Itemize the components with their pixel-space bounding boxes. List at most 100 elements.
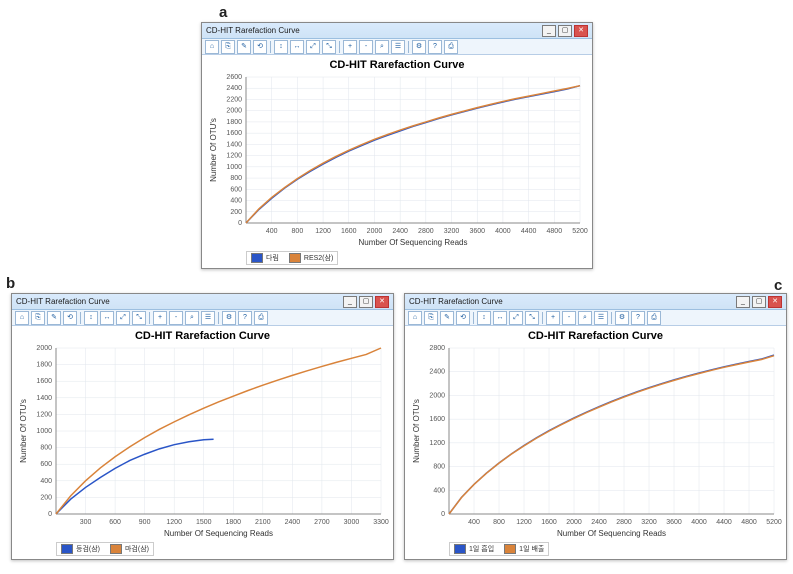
toolbar-button[interactable]: ⤡ bbox=[525, 311, 539, 325]
toolbar-button[interactable]: ⤢ bbox=[509, 311, 523, 325]
window-controls: _▢✕ bbox=[736, 296, 782, 308]
xtick-label: 4000 bbox=[495, 228, 511, 235]
toolbar-button[interactable]: ☰ bbox=[391, 40, 405, 54]
toolbar-button[interactable]: ⟲ bbox=[456, 311, 470, 325]
toolbar-button[interactable]: ↔ bbox=[493, 311, 507, 325]
toolbar-button[interactable]: ↔ bbox=[100, 311, 114, 325]
maximize-button[interactable]: ▢ bbox=[752, 296, 766, 308]
toolbar-button[interactable]: - bbox=[169, 311, 183, 325]
toolbar-button[interactable]: ⌕ bbox=[185, 311, 199, 325]
xtick-label: 1600 bbox=[341, 228, 357, 235]
legend-swatch bbox=[61, 544, 73, 554]
toolbar-button[interactable]: ✎ bbox=[237, 40, 251, 54]
window-controls: _▢✕ bbox=[542, 25, 588, 37]
window-controls: _▢✕ bbox=[343, 296, 389, 308]
toolbar-separator bbox=[408, 41, 409, 53]
toolbar-button[interactable]: ✎ bbox=[440, 311, 454, 325]
xtick-label: 2400 bbox=[392, 228, 408, 235]
minimize-button[interactable]: _ bbox=[736, 296, 750, 308]
minimize-button[interactable]: _ bbox=[542, 25, 556, 37]
xtick-label: 1200 bbox=[516, 519, 532, 526]
toolbar-button[interactable]: ⎙ bbox=[647, 311, 661, 325]
xtick-label: 1600 bbox=[541, 519, 557, 526]
xtick-label: 1200 bbox=[315, 228, 331, 235]
toolbar-button[interactable]: ⤢ bbox=[116, 311, 130, 325]
ytick-label: 2400 bbox=[226, 85, 242, 92]
xtick-label: 800 bbox=[493, 519, 505, 526]
toolbar-button[interactable]: ⟲ bbox=[63, 311, 77, 325]
toolbar-button[interactable]: ⚙ bbox=[222, 311, 236, 325]
ytick-label: 2000 bbox=[429, 392, 445, 399]
ytick-label: 1000 bbox=[226, 164, 242, 171]
maximize-button[interactable]: ▢ bbox=[558, 25, 572, 37]
series-line bbox=[246, 86, 580, 223]
ytick-label: 800 bbox=[40, 445, 52, 452]
close-button[interactable]: ✕ bbox=[768, 296, 782, 308]
toolbar-button[interactable]: - bbox=[359, 40, 373, 54]
close-button[interactable]: ✕ bbox=[375, 296, 389, 308]
legend-item: 마검(삼) bbox=[110, 544, 149, 554]
xtick-label: 2800 bbox=[418, 228, 434, 235]
xtick-label: 400 bbox=[468, 519, 480, 526]
legend-item: 1일 배출 bbox=[504, 544, 544, 554]
toolbar-button[interactable]: ⎘ bbox=[31, 311, 45, 325]
toolbar-button[interactable]: ⎙ bbox=[254, 311, 268, 325]
toolbar-button[interactable]: + bbox=[546, 311, 560, 325]
xtick-label: 5200 bbox=[572, 228, 588, 235]
toolbar-separator bbox=[80, 312, 81, 324]
legend-item: RES2(삼) bbox=[289, 253, 333, 263]
xtick-label: 2000 bbox=[566, 519, 582, 526]
maximize-button[interactable]: ▢ bbox=[359, 296, 373, 308]
toolbar-button[interactable]: ☰ bbox=[594, 311, 608, 325]
xtick-label: 2100 bbox=[255, 519, 271, 526]
toolbar-button[interactable]: ☰ bbox=[201, 311, 215, 325]
xtick-label: 400 bbox=[266, 228, 278, 235]
toolbar-button[interactable]: + bbox=[343, 40, 357, 54]
xtick-label: 300 bbox=[80, 519, 92, 526]
toolbar-button[interactable]: ? bbox=[631, 311, 645, 325]
ytick-label: 800 bbox=[433, 464, 445, 471]
toolbar-button[interactable]: ↕ bbox=[477, 311, 491, 325]
toolbar-button[interactable]: ⎙ bbox=[444, 40, 458, 54]
toolbar-button[interactable]: ↕ bbox=[84, 311, 98, 325]
xtick-label: 2000 bbox=[367, 228, 383, 235]
toolbar-button[interactable]: ⎘ bbox=[424, 311, 438, 325]
ytick-label: 400 bbox=[230, 198, 242, 205]
toolbar-button[interactable]: ⤢ bbox=[306, 40, 320, 54]
xtick-label: 900 bbox=[139, 519, 151, 526]
toolbar-button[interactable]: ⎘ bbox=[221, 40, 235, 54]
toolbar-button[interactable]: - bbox=[562, 311, 576, 325]
toolbar-button[interactable]: ⤡ bbox=[322, 40, 336, 54]
toolbar-button[interactable]: ⌂ bbox=[205, 40, 219, 54]
toolbar: ⌂⎘✎⟲ ↕↔⤢⤡ +-⌕☰ ⚙?⎙ bbox=[405, 310, 786, 326]
toolbar-button[interactable]: ↕ bbox=[274, 40, 288, 54]
toolbar-button[interactable]: ⟲ bbox=[253, 40, 267, 54]
toolbar-separator bbox=[473, 312, 474, 324]
toolbar-button[interactable]: ? bbox=[238, 311, 252, 325]
xtick-label: 4800 bbox=[741, 519, 757, 526]
toolbar-button[interactable]: ⚙ bbox=[412, 40, 426, 54]
app-window-c: CD-HIT Rarefaction Curve_▢✕⌂⎘✎⟲↕↔⤢⤡+-⌕☰⚙… bbox=[404, 293, 787, 560]
toolbar-button[interactable]: ⌂ bbox=[15, 311, 29, 325]
legend-swatch bbox=[110, 544, 122, 554]
toolbar-button[interactable]: ⚙ bbox=[615, 311, 629, 325]
toolbar-button[interactable]: ⌕ bbox=[578, 311, 592, 325]
ytick-label: 400 bbox=[433, 487, 445, 494]
ytick-label: 200 bbox=[40, 494, 52, 501]
xtick-label: 3200 bbox=[444, 228, 460, 235]
xtick-label: 3200 bbox=[641, 519, 657, 526]
toolbar-button[interactable]: ⌕ bbox=[375, 40, 389, 54]
toolbar-button[interactable]: ✎ bbox=[47, 311, 61, 325]
toolbar-button[interactable]: ⌂ bbox=[408, 311, 422, 325]
minimize-button[interactable]: _ bbox=[343, 296, 357, 308]
toolbar-button[interactable]: ↔ bbox=[290, 40, 304, 54]
xtick-label: 2400 bbox=[591, 519, 607, 526]
toolbar-button[interactable]: ⤡ bbox=[132, 311, 146, 325]
toolbar-separator bbox=[542, 312, 543, 324]
toolbar-button[interactable]: + bbox=[153, 311, 167, 325]
close-button[interactable]: ✕ bbox=[574, 25, 588, 37]
xtick-label: 2700 bbox=[314, 519, 330, 526]
app-window-b: CD-HIT Rarefaction Curve _▢✕ ⌂⎘✎⟲ ↕↔⤢⤡ +-⌕☰ ⚙… bbox=[11, 293, 394, 560]
toolbar-button[interactable]: ? bbox=[428, 40, 442, 54]
chart-title: CD-HIT Rarefaction Curve bbox=[135, 330, 270, 342]
